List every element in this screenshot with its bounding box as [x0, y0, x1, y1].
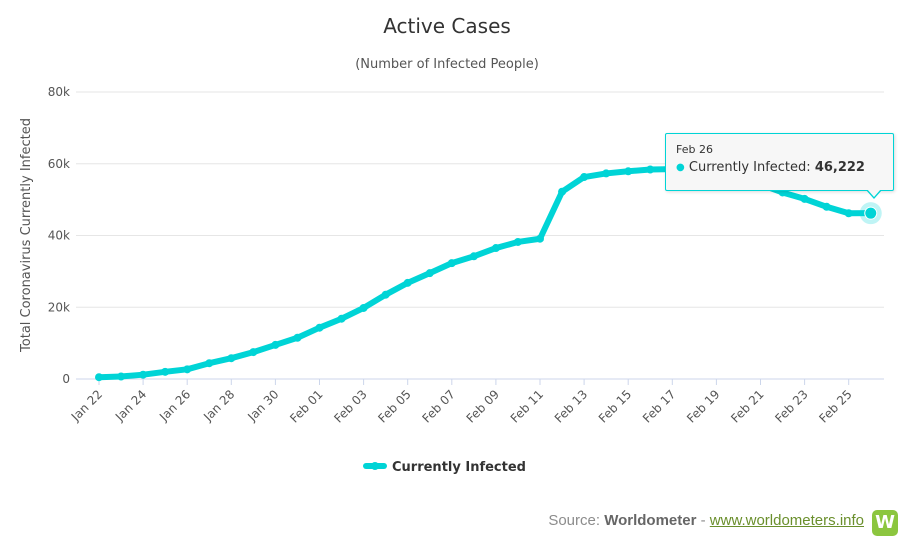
tooltip-row: ● Currently Infected: 46,222: [676, 160, 883, 175]
source-brand: Worldometer: [604, 512, 697, 529]
data-point[interactable]: [646, 165, 655, 174]
data-point[interactable]: [513, 237, 522, 246]
worldometer-logo-icon[interactable]: W: [872, 510, 898, 536]
series-currently-infected[interactable]: [95, 165, 882, 382]
series-line[interactable]: [96, 166, 874, 381]
data-point[interactable]: [447, 259, 456, 268]
x-tick-label: Feb 07: [419, 387, 457, 425]
data-point[interactable]: [227, 354, 236, 363]
tooltip-series-label: Currently Infected:: [688, 160, 811, 175]
data-point[interactable]: [602, 169, 611, 178]
data-point[interactable]: [315, 323, 324, 332]
y-tick-label: 60k: [48, 157, 70, 171]
x-tick-label: Jan 24: [112, 387, 149, 424]
x-tick-label: Feb 19: [684, 387, 722, 425]
data-point[interactable]: [822, 202, 831, 211]
data-point[interactable]: [249, 348, 258, 357]
hovered-data-point[interactable]: [864, 206, 878, 220]
x-tick-label: Feb 25: [816, 387, 854, 425]
x-tick-label: Jan 30: [244, 387, 281, 424]
y-axis-label: Total Coronavirus Currently Infected: [19, 118, 34, 353]
source-separator: -: [700, 512, 706, 529]
data-point[interactable]: [491, 244, 500, 253]
x-tick-label: Feb 05: [375, 387, 413, 425]
data-point[interactable]: [139, 370, 148, 379]
data-point[interactable]: [183, 365, 192, 374]
source-link[interactable]: www.worldometers.info: [709, 512, 864, 529]
x-tick-label: Feb 13: [552, 387, 590, 425]
tooltip-pointer-fill: [867, 189, 881, 197]
x-tick-label: Feb 03: [331, 387, 369, 425]
x-tick-label: Jan 26: [156, 387, 193, 424]
chart-subtitle: (Number of Infected People): [355, 57, 539, 72]
data-point[interactable]: [425, 269, 434, 278]
data-point[interactable]: [271, 340, 280, 349]
data-point[interactable]: [844, 209, 853, 218]
data-point[interactable]: [403, 278, 412, 287]
x-tick-labels: Jan 22 Jan 24 Jan 26 Jan 28 Jan 30 Feb 01 Feb …: [68, 379, 855, 426]
data-point[interactable]: [580, 173, 589, 182]
x-tick-label: Jan 22: [68, 387, 105, 424]
data-point[interactable]: [536, 234, 544, 243]
data-point[interactable]: [624, 167, 633, 176]
y-tick-label: 40k: [48, 229, 70, 243]
source-prefix: Source:: [548, 512, 601, 529]
x-tick-label: Feb 15: [596, 387, 634, 425]
x-tick-label: Feb 23: [772, 387, 810, 425]
data-point[interactable]: [293, 333, 302, 342]
data-point[interactable]: [381, 290, 390, 299]
legend-label[interactable]: Currently Infected: [392, 460, 526, 475]
tooltip-value: 46,222: [814, 160, 865, 175]
data-point[interactable]: [161, 367, 170, 376]
data-point[interactable]: [800, 194, 809, 203]
x-tick-label: Feb 01: [287, 387, 325, 425]
data-point[interactable]: [359, 303, 368, 312]
y-tick-label: 20k: [48, 300, 70, 314]
y-tick-label: 80k: [48, 85, 70, 99]
tooltip-series-dot-icon: ●: [676, 162, 685, 173]
legend[interactable]: Currently Infected: [363, 460, 526, 475]
source-credit: Source: Worldometer - www.worldometers.i…: [548, 512, 864, 529]
data-point[interactable]: [205, 359, 214, 368]
data-point[interactable]: [337, 314, 346, 323]
data-tooltip: Feb 26 ● Currently Infected: 46,222: [665, 133, 894, 191]
data-point[interactable]: [558, 187, 567, 196]
x-tick-label: Feb 09: [464, 387, 502, 425]
data-point[interactable]: [117, 372, 126, 381]
x-tick-label: Feb 17: [640, 387, 678, 425]
data-point[interactable]: [95, 373, 103, 382]
chart-title: Active Cases: [383, 14, 511, 38]
x-tick-label: Feb 11: [508, 387, 546, 425]
data-point[interactable]: [469, 252, 478, 261]
tooltip-date: Feb 26: [676, 143, 713, 156]
x-tick-label: Jan 28: [200, 387, 237, 424]
y-tick-label: 0: [62, 372, 70, 386]
x-tick-label: Feb 21: [728, 387, 766, 425]
legend-symbol-dot: [371, 462, 379, 470]
y-tick-labels: 0 20k 40k 60k 80k: [48, 85, 70, 386]
